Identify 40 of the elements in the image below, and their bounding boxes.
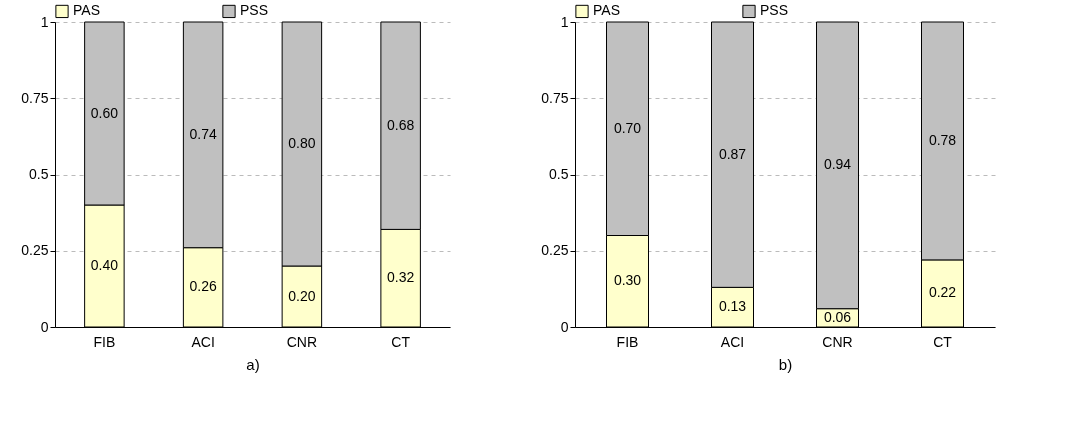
y-tick-label: 0.25	[541, 242, 569, 259]
x-tick-label: CT	[391, 333, 411, 350]
x-tick-label: FIB	[93, 333, 116, 350]
y-tick-label: 0.75	[541, 89, 569, 106]
y-tick-label: 1	[40, 13, 49, 30]
y-tick-label: 0	[560, 318, 569, 335]
data-label: 0.60	[90, 104, 119, 121]
data-label: 0.40	[90, 257, 119, 273]
y-tick-label: 0.5	[29, 166, 49, 182]
legend-label: PSS	[760, 2, 789, 19]
x-tick-label: FIB	[616, 333, 639, 350]
x-axis-title: b)	[778, 355, 793, 373]
legend-label: PAS	[593, 2, 620, 19]
x-tick-label: CNR	[822, 333, 853, 350]
data-label: 0.20	[288, 287, 316, 304]
data-label: 0.26	[189, 278, 217, 295]
legend-label: PSS	[240, 2, 269, 19]
data-label: 0.74	[189, 125, 217, 142]
x-axis-title: a)	[246, 355, 260, 373]
data-label: 0.68	[387, 116, 415, 133]
x-tick-label: ACI	[720, 333, 745, 350]
x-tick-label: CNR	[286, 333, 318, 350]
data-label: 0.32	[387, 269, 415, 286]
y-tick-label: 0.25	[21, 242, 49, 259]
data-label: 0.06	[823, 308, 852, 325]
x-tick-label: CT	[933, 333, 953, 350]
y-tick-label: 0.5	[549, 166, 569, 182]
legend-label: PAS	[73, 2, 100, 19]
data-label: 0.13	[718, 298, 747, 315]
y-tick-label: 0	[40, 318, 49, 335]
data-label: 0.80	[288, 135, 316, 151]
data-label: 0.22	[928, 284, 957, 301]
x-tick-label: ACI	[191, 333, 215, 350]
y-tick-label: 1	[560, 13, 569, 30]
data-label: 0.78	[928, 131, 957, 148]
data-label: 0.30	[613, 272, 642, 289]
data-label: 0.94	[823, 156, 852, 173]
data-label: 0.70	[613, 119, 642, 136]
y-tick-label: 0.75	[21, 89, 49, 106]
data-label: 0.87	[718, 145, 747, 162]
